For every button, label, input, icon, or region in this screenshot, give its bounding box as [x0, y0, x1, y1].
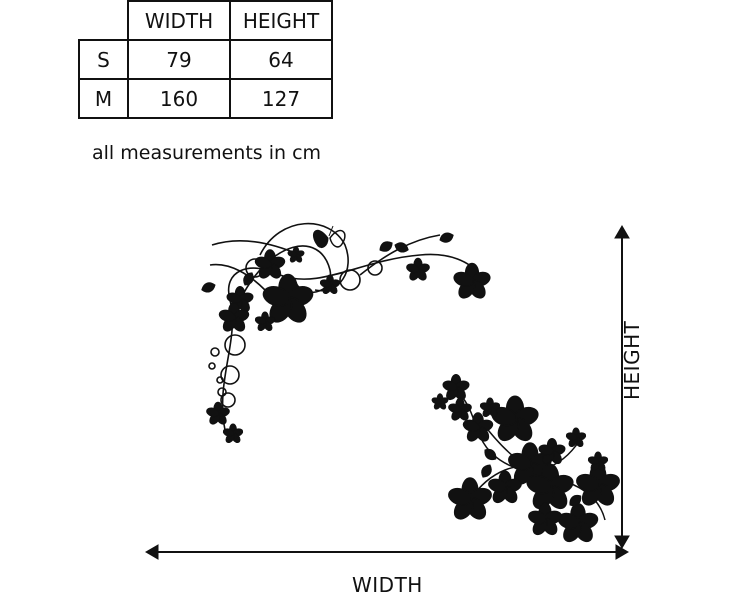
width-dimension-arrow [145, 544, 629, 560]
row-height-value: 127 [229, 78, 333, 119]
row-size-label: M [78, 78, 129, 119]
height-dimension-label: HEIGHT [620, 320, 644, 400]
row-size-label: S [78, 39, 129, 80]
table-header-row: WIDTH HEIGHT [79, 0, 333, 41]
header-width: WIDTH [127, 0, 231, 41]
width-dimension-label: WIDTH [352, 573, 423, 597]
header-height: HEIGHT [229, 0, 333, 41]
height-dimension-arrow [614, 225, 630, 549]
floral-corner-top-left [199, 222, 493, 445]
butterfly-icon [313, 225, 346, 249]
size-chart-table: WIDTH HEIGHT S 79 64 M 160 127 [78, 0, 333, 119]
table-row: S 79 64 [78, 39, 333, 80]
row-width-value: 79 [127, 39, 231, 80]
measurement-note: all measurements in cm [92, 142, 322, 164]
row-width-value: 160 [127, 78, 231, 119]
table-row: M 160 127 [78, 78, 333, 119]
floral-corner-bottom-right [430, 373, 623, 546]
row-height-value: 64 [229, 39, 333, 80]
